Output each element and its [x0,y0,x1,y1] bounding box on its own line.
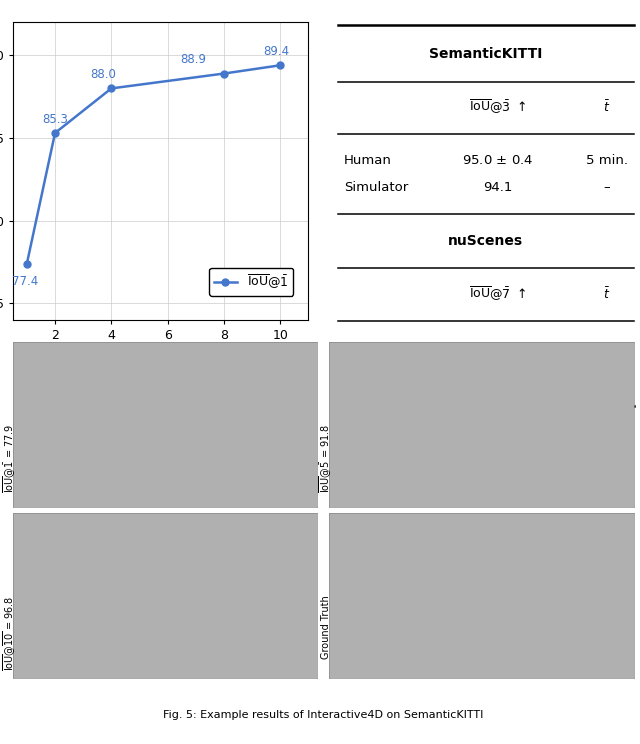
Text: 94.1: 94.1 [483,181,512,194]
Text: 77.4: 77.4 [12,275,38,289]
Text: $\overline{\mathrm{IoU}}$@$\bar{1}$ = 77.9: $\overline{\mathrm{IoU}}$@$\bar{1}$ = 77… [2,424,18,493]
Text: 91.5: 91.5 [483,371,513,384]
Text: Human: Human [344,343,392,356]
Text: Fig. 5: Example results of Interactive4D on SemanticKITTI: Fig. 5: Example results of Interactive4D… [163,710,483,719]
Text: Human: Human [344,154,392,167]
Text: –: – [604,181,611,194]
Text: Simulator: Simulator [344,181,408,194]
Text: $\overline{\mathrm{IoU}}$@$\bar{7}$ $\uparrow$: $\overline{\mathrm{IoU}}$@$\bar{7}$ $\up… [469,286,526,304]
Text: $\overline{\mathrm{IoU}}$@$\bar{5}$ = 91.8: $\overline{\mathrm{IoU}}$@$\bar{5}$ = 91… [318,424,334,493]
Text: 85.3: 85.3 [42,112,68,126]
Text: 6 min.: 6 min. [586,343,628,356]
Text: $\overline{\mathrm{IoU}}$@$\bar{3}$ $\uparrow$: $\overline{\mathrm{IoU}}$@$\bar{3}$ $\up… [469,98,526,116]
Text: Simulator: Simulator [344,371,408,384]
Text: $\bar{t}$: $\bar{t}$ [604,99,611,115]
Text: 88.0: 88.0 [90,68,116,81]
Text: 5 min.: 5 min. [586,154,628,167]
Text: nuScenes: nuScenes [448,234,524,248]
Text: $\bar{t}$: $\bar{t}$ [604,286,611,302]
Text: Ground Truth: Ground Truth [321,595,332,659]
Text: 89.4: 89.4 [263,45,289,58]
Text: SemanticKITTI: SemanticKITTI [429,47,543,60]
Legend: $\overline{\mathrm{IoU}}$@$\bar{1}$: $\overline{\mathrm{IoU}}$@$\bar{1}$ [209,268,293,295]
Text: 95.0 $\pm$ 0.4: 95.0 $\pm$ 0.4 [462,154,533,167]
X-axis label: Number of superimposed scans: Number of superimposed scans [61,347,260,360]
Text: –: – [604,371,611,384]
Text: $\overline{\mathrm{IoU}}$@$\overline{10}$ = 96.8: $\overline{\mathrm{IoU}}$@$\overline{10}… [2,595,18,671]
Text: 90.8 $\pm$ 2.3: 90.8 $\pm$ 2.3 [462,343,533,356]
Text: 88.9: 88.9 [180,53,206,66]
